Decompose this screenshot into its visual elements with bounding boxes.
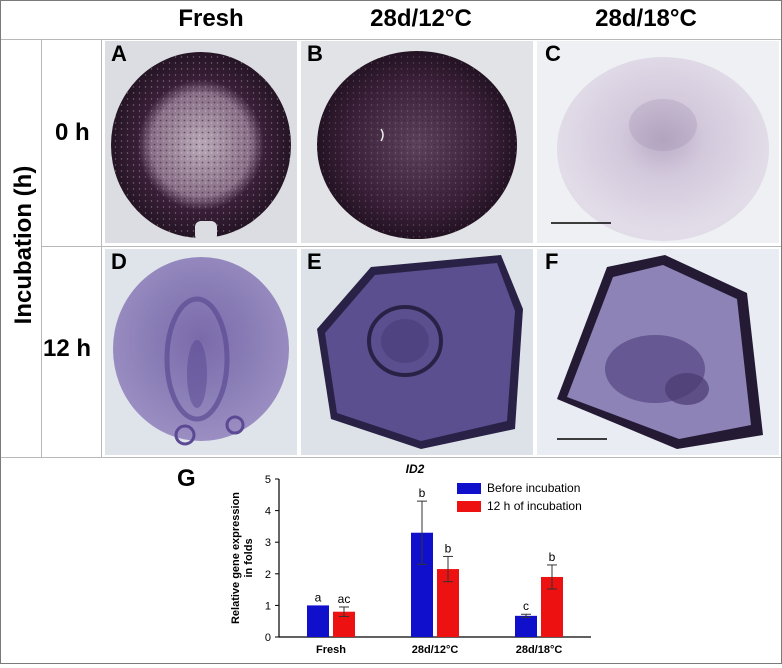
row-label-12h: 12 h: [43, 335, 92, 362]
panel-e-image: [301, 249, 533, 455]
bar: [333, 611, 355, 637]
legend-label-after: 12 h of incubation: [487, 499, 582, 513]
panel-d-image: [105, 249, 297, 455]
y-axis-label: Relative gene expressionin folds: [230, 492, 255, 624]
y-tick-label: 0: [265, 632, 271, 644]
row-label-divider: [101, 39, 102, 457]
panel-label-e: E: [307, 249, 322, 274]
bar: [411, 532, 433, 637]
chart-svg: ID2 0 1 2 3 4 5 Relative gene expressionin fold…: [230, 462, 591, 656]
y-tick-label: 2: [265, 569, 271, 581]
x-category-label: 28d/18°C: [516, 644, 563, 656]
significance-letter: b: [419, 486, 426, 500]
legend-item-after: 12 h of incubation: [457, 499, 582, 513]
legend-swatch-after: [457, 500, 481, 512]
axis-divider: [41, 39, 42, 457]
panel-label-d: D: [111, 249, 127, 274]
y-tick-label: 3: [265, 537, 271, 549]
panel-c-image: [537, 41, 779, 243]
significance-letter: a: [315, 590, 322, 604]
row-label-0h: 0 h: [55, 119, 90, 146]
legend-label-before: Before incubation: [487, 481, 581, 495]
panel-label-a: A: [111, 41, 127, 66]
significance-letter: b: [445, 541, 452, 555]
column-title-fresh: Fresh: [178, 5, 244, 32]
bar: [437, 569, 459, 637]
panel-label-b: B: [307, 41, 323, 66]
column-title-28d-18c: 28d/18°C: [595, 5, 697, 32]
x-category-label: 28d/12°C: [412, 644, 459, 656]
panel-label-g: G: [177, 465, 196, 492]
column-title-28d-12c: 28d/12°C: [370, 5, 472, 32]
significance-letter: ac: [338, 592, 351, 606]
chart-divider: [1, 457, 781, 458]
id2-bar-chart: ID2 0 1 2 3 4 5 Relative gene expressionin fold…: [171, 459, 611, 663]
row-divider: [41, 246, 781, 247]
y-tick-label: 4: [265, 506, 271, 518]
legend-swatch-before: [457, 482, 481, 494]
panel-b-image: [301, 41, 533, 243]
y-tick-label: 1: [265, 600, 271, 612]
bar: [515, 615, 537, 637]
x-category-label: Fresh: [316, 644, 346, 656]
row-axis-label: Incubation (h): [10, 165, 37, 325]
header-divider: [1, 39, 781, 40]
legend-item-before: Before incubation: [457, 481, 580, 495]
panel-a-image: [105, 41, 297, 243]
panel-label-f: F: [545, 249, 559, 274]
significance-letter: b: [549, 550, 556, 564]
y-tick-label: 5: [265, 474, 271, 486]
bar: [541, 576, 563, 637]
panel-f-image: [537, 249, 779, 455]
chart-title: ID2: [406, 462, 425, 476]
panel-label-c: C: [545, 41, 561, 66]
bar: [307, 605, 329, 637]
significance-letter: c: [523, 599, 529, 613]
